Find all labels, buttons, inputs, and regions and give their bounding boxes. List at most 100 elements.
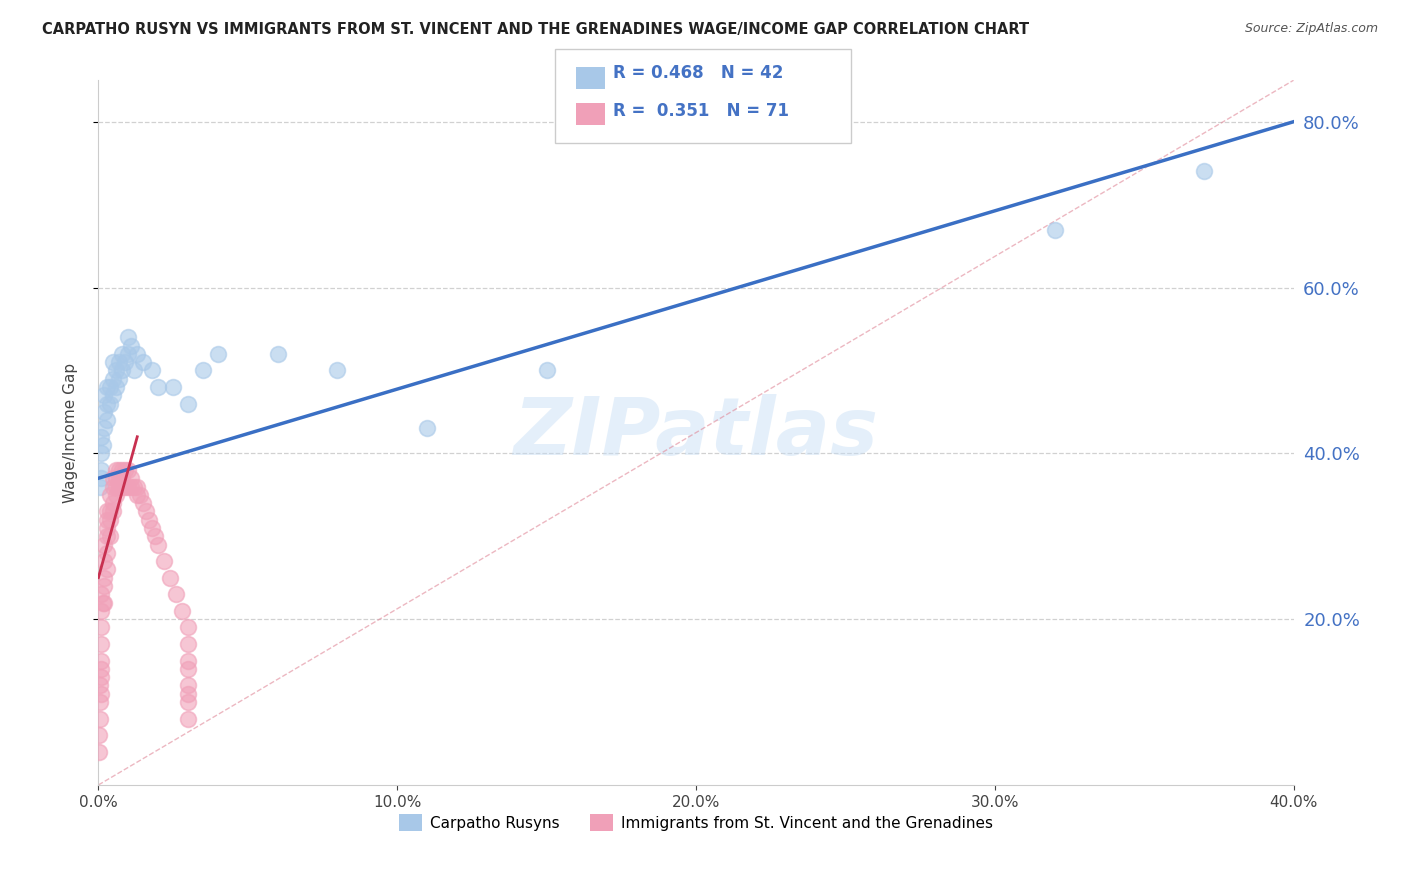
Point [132,355,155,369]
Point [1192,164,1215,178]
Point [177,654,200,668]
Point [120,479,142,493]
Point [89,687,111,701]
Point [91,438,114,452]
Point [89,678,111,692]
Point [132,496,155,510]
Point [90,637,112,651]
Point [96,380,118,394]
Point [108,471,131,485]
Point [141,521,163,535]
Point [108,463,131,477]
Point [267,347,290,361]
Point [89,479,111,493]
Point [143,529,166,543]
Point [114,463,136,477]
Point [148,380,170,394]
Point [108,355,131,369]
Point [326,363,349,377]
Point [105,463,128,477]
Point [162,380,184,394]
Point [90,670,112,684]
Point [172,604,194,618]
Text: ZIPatlas: ZIPatlas [513,393,879,472]
Text: CARPATHO RUSYN VS IMMIGRANTS FROM ST. VINCENT AND THE GRENADINES WAGE/INCOME GAP: CARPATHO RUSYN VS IMMIGRANTS FROM ST. VI… [42,22,1029,37]
Point [111,347,134,361]
Point [117,463,139,477]
Point [129,488,152,502]
Point [90,463,112,477]
Point [124,363,146,377]
Point [114,479,136,493]
Point [98,513,122,527]
Point [135,504,157,518]
Point [96,546,118,560]
Point [103,479,125,493]
Point [120,471,142,485]
Point [90,430,112,444]
Point [90,471,112,485]
Point [89,728,111,742]
Point [124,479,146,493]
Point [93,579,115,593]
Point [111,479,134,493]
Point [111,463,134,477]
Point [90,587,112,601]
Point [98,504,122,518]
Point [90,620,112,634]
Point [96,521,118,535]
Point [111,363,134,377]
Point [103,355,125,369]
Point [117,330,139,344]
Point [98,396,122,410]
Point [105,471,128,485]
Point [98,380,122,394]
Point [91,596,114,610]
Point [120,338,142,352]
Text: R =  0.351   N = 71: R = 0.351 N = 71 [613,102,789,120]
Point [93,405,115,419]
Point [93,537,115,551]
Point [96,396,118,410]
Point [207,347,229,361]
Point [90,662,112,676]
Point [89,695,111,709]
Point [191,363,214,377]
Point [153,554,176,568]
Point [90,446,112,460]
Point [105,380,128,394]
Point [89,712,111,726]
Point [117,479,139,493]
Point [105,363,128,377]
Point [141,363,163,377]
Text: Source: ZipAtlas.com: Source: ZipAtlas.com [1244,22,1378,36]
Point [108,479,131,493]
Point [127,488,149,502]
Point [105,479,128,493]
Point [98,529,122,543]
Point [177,678,200,692]
Point [103,388,125,402]
Point [114,355,136,369]
Point [177,620,200,634]
Point [98,488,122,502]
Point [96,529,118,543]
Point [105,488,128,502]
Text: R = 0.468   N = 42: R = 0.468 N = 42 [613,63,783,81]
Point [103,504,125,518]
Point [96,504,118,518]
Point [536,363,558,377]
Point [416,421,439,435]
Point [177,662,200,676]
Point [127,479,149,493]
Point [117,347,139,361]
Point [90,654,112,668]
Point [177,687,200,701]
Point [177,396,200,410]
Point [93,596,115,610]
Point [93,388,115,402]
Point [93,571,115,585]
Point [96,413,118,427]
Point [93,421,115,435]
Point [165,587,187,601]
